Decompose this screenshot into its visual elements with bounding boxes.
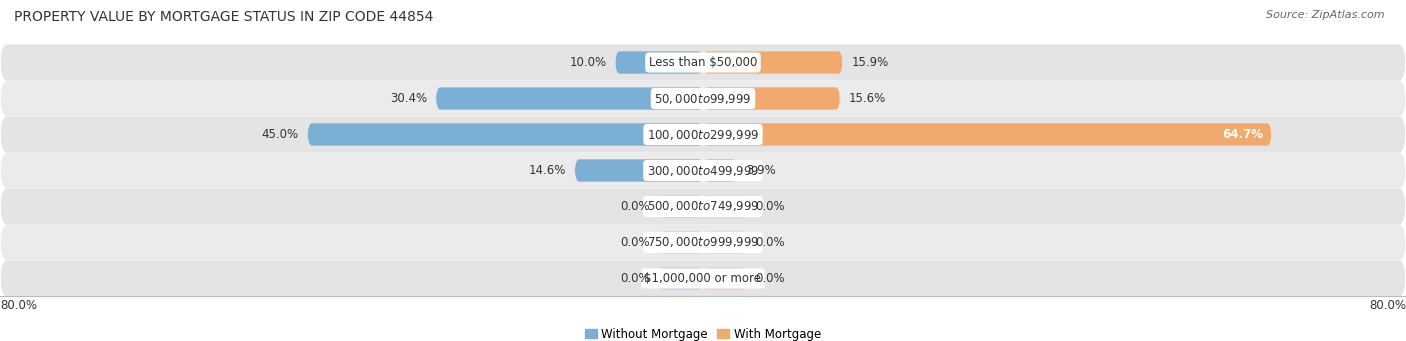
FancyBboxPatch shape [308,123,703,146]
Text: 15.6%: 15.6% [849,92,886,105]
Text: Less than $50,000: Less than $50,000 [648,56,758,69]
Text: 64.7%: 64.7% [1222,128,1263,141]
FancyBboxPatch shape [703,87,841,110]
FancyBboxPatch shape [0,189,1406,224]
FancyBboxPatch shape [703,159,737,182]
Text: 30.4%: 30.4% [389,92,427,105]
FancyBboxPatch shape [0,261,1406,296]
FancyBboxPatch shape [0,117,1406,152]
Text: $300,000 to $499,999: $300,000 to $499,999 [647,163,759,178]
Text: $1,000,000 or more: $1,000,000 or more [644,272,762,285]
Text: 10.0%: 10.0% [569,56,606,69]
FancyBboxPatch shape [616,51,703,74]
FancyBboxPatch shape [703,267,747,290]
FancyBboxPatch shape [659,231,703,254]
FancyBboxPatch shape [0,224,1406,261]
FancyBboxPatch shape [703,123,1271,146]
Text: $100,000 to $299,999: $100,000 to $299,999 [647,128,759,142]
Text: $50,000 to $99,999: $50,000 to $99,999 [654,91,752,105]
FancyBboxPatch shape [575,159,703,182]
Text: $500,000 to $749,999: $500,000 to $749,999 [647,199,759,213]
Text: 15.9%: 15.9% [852,56,889,69]
Text: 80.0%: 80.0% [1369,299,1406,312]
FancyBboxPatch shape [436,87,703,110]
Text: 0.0%: 0.0% [756,272,786,285]
Text: 80.0%: 80.0% [0,299,37,312]
Text: 0.0%: 0.0% [620,236,650,249]
Text: Source: ZipAtlas.com: Source: ZipAtlas.com [1267,10,1385,20]
FancyBboxPatch shape [659,195,703,218]
FancyBboxPatch shape [0,152,1406,189]
Text: 0.0%: 0.0% [756,200,786,213]
Text: 0.0%: 0.0% [620,200,650,213]
Legend: Without Mortgage, With Mortgage: Without Mortgage, With Mortgage [585,328,821,341]
Text: 0.0%: 0.0% [756,236,786,249]
Text: 45.0%: 45.0% [262,128,299,141]
FancyBboxPatch shape [0,45,1406,80]
FancyBboxPatch shape [703,51,842,74]
Text: 14.6%: 14.6% [529,164,565,177]
FancyBboxPatch shape [703,231,747,254]
FancyBboxPatch shape [0,80,1406,117]
FancyBboxPatch shape [659,267,703,290]
FancyBboxPatch shape [703,195,747,218]
Text: PROPERTY VALUE BY MORTGAGE STATUS IN ZIP CODE 44854: PROPERTY VALUE BY MORTGAGE STATUS IN ZIP… [14,10,433,24]
Text: 0.0%: 0.0% [620,272,650,285]
Text: 3.9%: 3.9% [747,164,776,177]
Text: $750,000 to $999,999: $750,000 to $999,999 [647,236,759,250]
